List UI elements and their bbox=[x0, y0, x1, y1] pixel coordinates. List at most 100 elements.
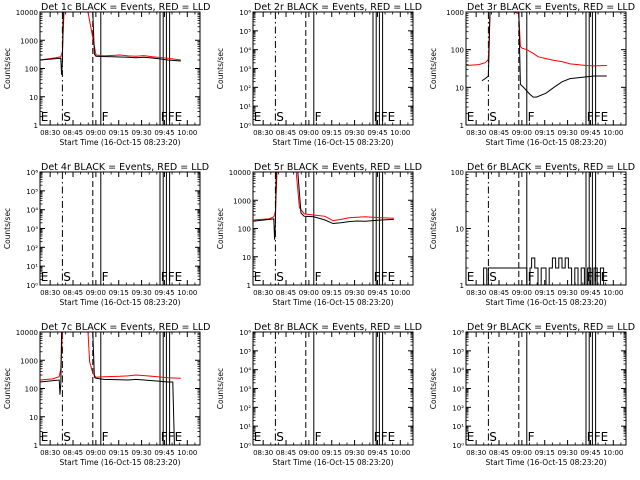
y-tick-label: 10⁵ bbox=[239, 348, 251, 356]
event-marker-ffe: FFE bbox=[161, 110, 182, 124]
x-tick-label: 09:15 bbox=[109, 129, 129, 137]
x-tick-label: 08:45 bbox=[63, 289, 83, 297]
y-tick-label: 10¹ bbox=[452, 423, 464, 431]
x-tick-label: 10:00 bbox=[390, 129, 410, 137]
y-tick-label: 10 bbox=[242, 254, 251, 262]
y-axis-label: Counts/sec bbox=[216, 208, 225, 249]
panel-title: Det 6r BLACK = Events, RED = LLD bbox=[467, 162, 635, 173]
event-marker-e: E bbox=[467, 430, 475, 444]
x-tick-label: 10:00 bbox=[177, 129, 197, 137]
x-tick-label: 08:45 bbox=[276, 289, 296, 297]
panel-5: Det 5r BLACK = Events, RED = LLD 1 10 100 10… bbox=[216, 162, 422, 307]
x-tick-label: 09:00 bbox=[299, 449, 319, 457]
x-tick-label: 08:45 bbox=[63, 449, 83, 457]
event-marker-s: S bbox=[489, 430, 497, 444]
y-tick-label: 1000 bbox=[446, 9, 464, 17]
y-axis-label: Counts/sec bbox=[429, 208, 438, 249]
x-tick-label: 09:00 bbox=[86, 289, 106, 297]
y-tick-label: 10⁰ bbox=[26, 282, 38, 290]
x-tick-label: 10:00 bbox=[603, 449, 623, 457]
plot-frame bbox=[465, 11, 627, 126]
x-tick-label: 09:30 bbox=[131, 449, 151, 457]
x-tick-label: 09:45 bbox=[154, 289, 174, 297]
x-tick-label: 09:15 bbox=[322, 289, 342, 297]
x-tick-label: 09:30 bbox=[344, 289, 364, 297]
y-tick-label: 10³ bbox=[452, 386, 464, 394]
y-tick-label: 1 bbox=[460, 282, 464, 290]
plot-area bbox=[40, 332, 181, 445]
x-tick-label: 08:45 bbox=[489, 289, 509, 297]
x-tick-label: 09:45 bbox=[580, 289, 600, 297]
y-tick-label: 10² bbox=[239, 404, 251, 412]
y-tick-label: 10000 bbox=[16, 329, 38, 337]
event-marker-ffe: FFE bbox=[374, 110, 395, 124]
y-axis-label: Counts/sec bbox=[429, 368, 438, 409]
plot-area bbox=[274, 12, 384, 125]
y-tick-label: 10² bbox=[26, 244, 38, 252]
plot-area bbox=[274, 332, 384, 445]
x-tick-label: 08:30 bbox=[253, 449, 273, 457]
event-marker-f: F bbox=[528, 270, 535, 284]
y-tick-label: 100 bbox=[238, 226, 251, 234]
x-axis-label: Start Time (16-Oct-15 08:23:20) bbox=[272, 458, 393, 467]
y-tick-label: 10⁴ bbox=[239, 47, 251, 55]
event-marker-e: E bbox=[254, 110, 262, 124]
y-tick-label: 10⁶ bbox=[239, 9, 251, 17]
panel-title: Det 3r BLACK = Events, RED = LLD bbox=[467, 2, 635, 13]
x-tick-label: 08:30 bbox=[40, 289, 60, 297]
plot-frame bbox=[39, 171, 201, 286]
event-marker-s: S bbox=[489, 110, 497, 124]
y-tick-label: 100 bbox=[451, 47, 464, 55]
x-tick-label: 09:30 bbox=[344, 449, 364, 457]
y-tick-label: 10⁰ bbox=[239, 442, 251, 450]
x-tick-label: 09:00 bbox=[512, 449, 532, 457]
event-marker-ffe: FFE bbox=[374, 270, 395, 284]
series-line-events bbox=[481, 12, 607, 98]
x-tick-label: 08:30 bbox=[40, 129, 60, 137]
plot-frame bbox=[252, 331, 414, 446]
event-marker-f: F bbox=[528, 430, 535, 444]
y-tick-label: 10⁴ bbox=[26, 207, 38, 215]
y-axis-label: Counts/sec bbox=[216, 368, 225, 409]
event-marker-f: F bbox=[102, 270, 109, 284]
y-axis-label: Counts/sec bbox=[3, 368, 12, 409]
series-line-events bbox=[40, 12, 181, 75]
y-axis-label: Counts/sec bbox=[216, 48, 225, 89]
plot-frame bbox=[39, 11, 201, 126]
series-line-lld bbox=[40, 332, 181, 381]
series-line-lld bbox=[40, 12, 181, 61]
plot-area bbox=[253, 172, 394, 285]
plot-area bbox=[466, 12, 607, 125]
y-tick-label: 1 bbox=[34, 442, 38, 450]
y-tick-label: 10 bbox=[455, 84, 464, 92]
x-tick-label: 08:30 bbox=[466, 289, 486, 297]
x-tick-label: 09:15 bbox=[109, 289, 129, 297]
x-tick-label: 10:00 bbox=[603, 289, 623, 297]
x-axis-label: Start Time (16-Oct-15 08:23:20) bbox=[272, 138, 393, 147]
plot-area bbox=[483, 172, 607, 285]
x-tick-label: 09:30 bbox=[557, 449, 577, 457]
panel-8: Det 8r BLACK = Events, RED = LLD 10⁰ 10¹ 10… bbox=[216, 322, 422, 467]
x-tick-label: 10:00 bbox=[390, 449, 410, 457]
panel-title: Det 5r BLACK = Events, RED = LLD bbox=[254, 162, 422, 173]
x-tick-label: 08:30 bbox=[466, 449, 486, 457]
plot-area bbox=[487, 332, 597, 445]
plot-frame bbox=[39, 331, 201, 446]
panel-title: Det 1c BLACK = Events, RED = LLD bbox=[41, 2, 210, 13]
panel-title: Det 9r BLACK = Events, RED = LLD bbox=[467, 322, 635, 333]
event-marker-s: S bbox=[276, 270, 284, 284]
y-tick-label: 10⁶ bbox=[26, 169, 38, 177]
event-marker-e: E bbox=[254, 270, 262, 284]
event-marker-s: S bbox=[63, 430, 71, 444]
x-tick-label: 09:30 bbox=[131, 289, 151, 297]
x-tick-label: 09:15 bbox=[322, 129, 342, 137]
event-marker-f: F bbox=[528, 110, 535, 124]
event-marker-s: S bbox=[63, 270, 71, 284]
event-marker-s: S bbox=[276, 430, 284, 444]
y-tick-label: 1 bbox=[460, 122, 464, 130]
y-tick-label: 10¹ bbox=[239, 103, 251, 111]
x-tick-label: 08:45 bbox=[489, 449, 509, 457]
y-tick-label: 10⁵ bbox=[26, 188, 38, 196]
y-tick-label: 10 bbox=[29, 414, 38, 422]
